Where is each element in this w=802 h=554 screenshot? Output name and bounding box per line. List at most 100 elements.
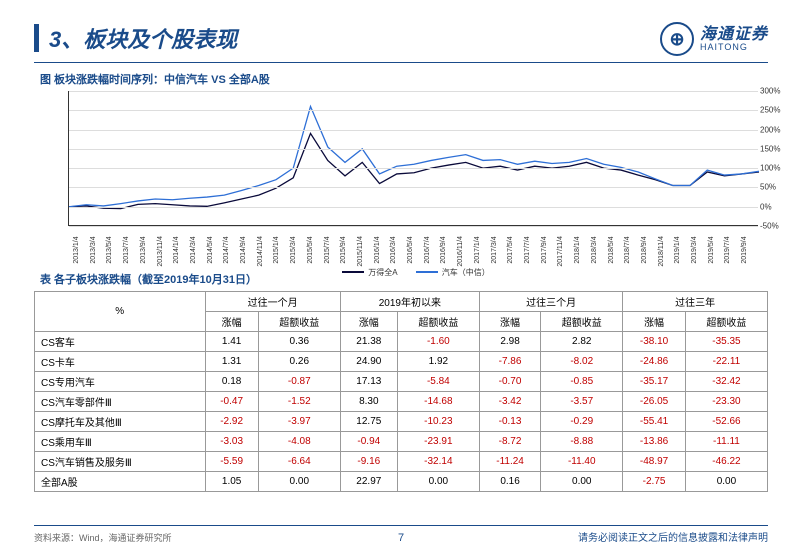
table-header-row: % 过往一个月 2019年初以来 过往三个月 过往三年 xyxy=(35,292,768,312)
cell: 21.38 xyxy=(340,332,397,352)
cell: 0.36 xyxy=(258,332,340,352)
cell: -2.75 xyxy=(623,472,686,492)
cell: -6.64 xyxy=(258,452,340,472)
table-row: CS汽车销售及服务Ⅲ-5.59-6.64-9.16-32.14-11.24-11… xyxy=(35,452,768,472)
cell: -0.29 xyxy=(541,412,623,432)
footer: 资料来源：Wind，海通证券研究所 7 请务必阅读正文之后的信息披露和法律声明 xyxy=(34,529,768,544)
cell: 2.98 xyxy=(479,332,540,352)
logo: ⊕ 海通证券 HAITONG xyxy=(660,22,768,56)
header-divider xyxy=(34,62,768,63)
cell: -2.92 xyxy=(205,412,258,432)
cell: -3.42 xyxy=(479,392,540,412)
disclaimer: 请务必阅读正文之后的信息披露和法律声明 xyxy=(578,529,768,544)
footer-divider xyxy=(34,525,768,526)
cell: -0.94 xyxy=(340,432,397,452)
cell: 0.00 xyxy=(541,472,623,492)
row-name: CS汽车零部件Ⅲ xyxy=(35,392,206,412)
cell: -11.11 xyxy=(685,432,767,452)
table-body: CS客车1.410.3621.38-1.602.982.82-38.10-35.… xyxy=(35,332,768,492)
table-head: % 过往一个月 2019年初以来 过往三个月 过往三年 涨幅超额收益涨幅超额收益… xyxy=(35,292,768,332)
cell: 8.30 xyxy=(340,392,397,412)
page-title: 3、板块及个股表现 xyxy=(49,22,237,54)
cell: 1.92 xyxy=(397,352,479,372)
cell: -9.16 xyxy=(340,452,397,472)
cell: 0.26 xyxy=(258,352,340,372)
cell: -3.97 xyxy=(258,412,340,432)
cell: -0.13 xyxy=(479,412,540,432)
table-row: CS摩托车及其他Ⅲ-2.92-3.9712.75-10.23-0.13-0.29… xyxy=(35,412,768,432)
cell: -8.02 xyxy=(541,352,623,372)
cell: 0.00 xyxy=(258,472,340,492)
cell: -32.42 xyxy=(685,372,767,392)
chart-legend: 万得全A 汽车（中信） xyxy=(64,266,768,278)
table-row: CS汽车零部件Ⅲ-0.47-1.528.30-14.68-3.42-3.57-2… xyxy=(35,392,768,412)
cell: -1.60 xyxy=(397,332,479,352)
cell: -23.91 xyxy=(397,432,479,452)
legend-line-icon xyxy=(416,271,438,273)
col-group: 过往一个月 xyxy=(205,292,340,312)
title-wrap: 3、板块及个股表现 xyxy=(34,22,237,54)
cell: -26.05 xyxy=(623,392,686,412)
cell: 1.41 xyxy=(205,332,258,352)
cell: -10.23 xyxy=(397,412,479,432)
cell: -0.47 xyxy=(205,392,258,412)
cell: -5.59 xyxy=(205,452,258,472)
legend-label: 万得全A xyxy=(368,267,397,278)
cell: 0.16 xyxy=(479,472,540,492)
cell: -35.35 xyxy=(685,332,767,352)
data-table: % 过往一个月 2019年初以来 过往三个月 过往三年 涨幅超额收益涨幅超额收益… xyxy=(34,291,768,492)
cell: -8.88 xyxy=(541,432,623,452)
cell: 24.90 xyxy=(340,352,397,372)
cell: -46.22 xyxy=(685,452,767,472)
cell: -11.40 xyxy=(541,452,623,472)
cell: -23.30 xyxy=(685,392,767,412)
legend-label: 汽车（中信） xyxy=(442,267,490,278)
col-group: 过往三个月 xyxy=(479,292,622,312)
page-number: 7 xyxy=(398,532,404,544)
cell: -5.84 xyxy=(397,372,479,392)
row-name: CS汽车销售及服务Ⅲ xyxy=(35,452,206,472)
title-bar xyxy=(34,24,39,52)
row-name: CS专用汽车 xyxy=(35,372,206,392)
cell: -3.57 xyxy=(541,392,623,412)
cell: -32.14 xyxy=(397,452,479,472)
row-name: CS卡车 xyxy=(35,352,206,372)
table-row: CS专用汽车0.18-0.8717.13-5.84-0.70-0.85-35.1… xyxy=(35,372,768,392)
cell: -22.11 xyxy=(685,352,767,372)
logo-en: HAITONG xyxy=(700,43,768,52)
line-chart: -50%0%50%100%150%200%250%300%2013/1/4201… xyxy=(34,91,768,261)
cell: 0.00 xyxy=(685,472,767,492)
row-name: 全部A股 xyxy=(35,472,206,492)
cell: -35.17 xyxy=(623,372,686,392)
table-row: CS客车1.410.3621.38-1.602.982.82-38.10-35.… xyxy=(35,332,768,352)
legend-item: 万得全A xyxy=(342,267,397,278)
cell: -7.86 xyxy=(479,352,540,372)
row-name: CS客车 xyxy=(35,332,206,352)
cell: -3.03 xyxy=(205,432,258,452)
cell: -1.52 xyxy=(258,392,340,412)
cell: -0.87 xyxy=(258,372,340,392)
cell: -48.97 xyxy=(623,452,686,472)
cell: 2.82 xyxy=(541,332,623,352)
cell: -13.86 xyxy=(623,432,686,452)
cell: -24.86 xyxy=(623,352,686,372)
table-row: CS卡车1.310.2624.901.92-7.86-8.02-24.86-22… xyxy=(35,352,768,372)
cell: -55.41 xyxy=(623,412,686,432)
cell: 0.18 xyxy=(205,372,258,392)
logo-cn: 海通证券 xyxy=(700,27,768,43)
cell: -11.24 xyxy=(479,452,540,472)
row-name: CS摩托车及其他Ⅲ xyxy=(35,412,206,432)
cell: 22.97 xyxy=(340,472,397,492)
table-row: CS乘用车Ⅲ-3.03-4.08-0.94-23.91-8.72-8.88-13… xyxy=(35,432,768,452)
cell: -38.10 xyxy=(623,332,686,352)
slide-page: 3、板块及个股表现 ⊕ 海通证券 HAITONG 图 板块涨跌幅时间序列：中信汽… xyxy=(0,0,802,554)
cell: -14.68 xyxy=(397,392,479,412)
cell: 0.00 xyxy=(397,472,479,492)
col-group: 过往三年 xyxy=(623,292,768,312)
cell: 1.05 xyxy=(205,472,258,492)
cell: 17.13 xyxy=(340,372,397,392)
row-header: % xyxy=(35,292,206,332)
cell: -4.08 xyxy=(258,432,340,452)
cell: -8.72 xyxy=(479,432,540,452)
cell: 12.75 xyxy=(340,412,397,432)
